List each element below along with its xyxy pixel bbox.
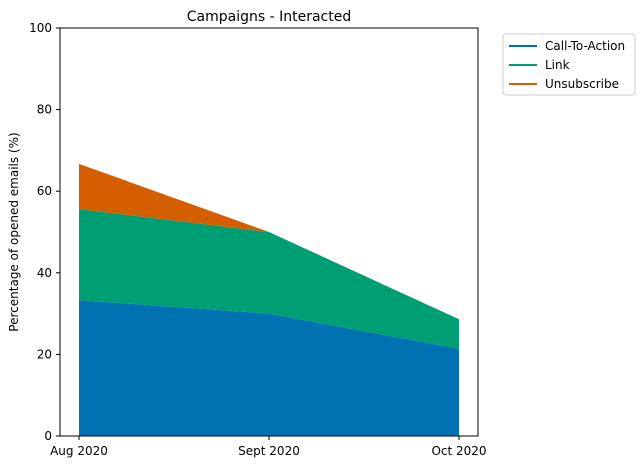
- legend-label: Link: [545, 58, 570, 72]
- y-tick-label: 0: [44, 429, 52, 443]
- y-axis: 0 20 40 60 80 100: [29, 21, 60, 443]
- x-tick-label: Oct 2020: [431, 444, 486, 458]
- area-layers: [79, 163, 459, 436]
- legend-label: Call-To-Action: [545, 39, 625, 53]
- area-call-to-action: [79, 300, 459, 436]
- y-tick-label: 80: [37, 103, 52, 117]
- legend-box: [502, 33, 636, 96]
- chart-title: Campaigns - Interacted: [187, 9, 351, 25]
- y-tick-label: 100: [29, 21, 52, 35]
- area-unsubscribe: [79, 163, 459, 320]
- legend: Call-To-Action Link Unsubscribe: [502, 33, 636, 96]
- x-tick-label: Sept 2020: [238, 444, 300, 458]
- legend-label: Unsubscribe: [545, 77, 619, 91]
- x-tick-label: Aug 2020: [50, 444, 108, 458]
- y-tick-label: 20: [37, 347, 52, 361]
- area-link: [79, 209, 459, 349]
- x-axis: Aug 2020 Sept 2020 Oct 2020: [50, 436, 487, 458]
- y-tick-label: 60: [37, 184, 52, 198]
- y-tick-label: 40: [37, 266, 52, 280]
- y-axis-label: Percentage of opened emails (%): [7, 132, 21, 331]
